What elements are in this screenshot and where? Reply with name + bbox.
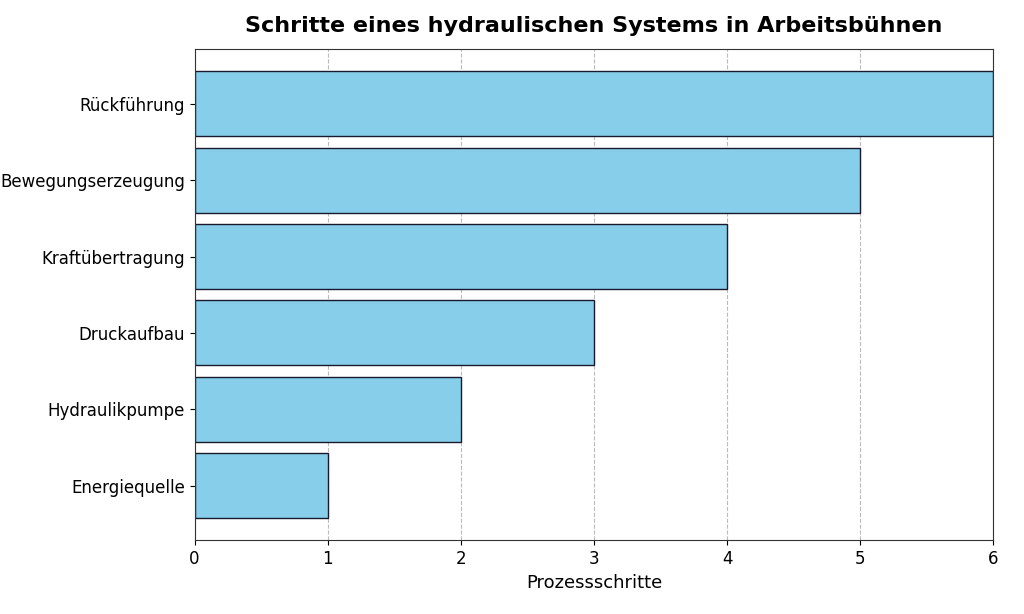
Bar: [195, 71, 993, 136]
Bar: [195, 300, 594, 365]
X-axis label: Prozessschritte: Prozessschritte: [525, 573, 663, 592]
Bar: [195, 224, 727, 289]
Bar: [195, 453, 328, 518]
Title: Schritte eines hydraulischen Systems in Arbeitsbühnen: Schritte eines hydraulischen Systems in …: [245, 17, 943, 36]
Bar: [195, 148, 860, 212]
Bar: [195, 377, 461, 441]
